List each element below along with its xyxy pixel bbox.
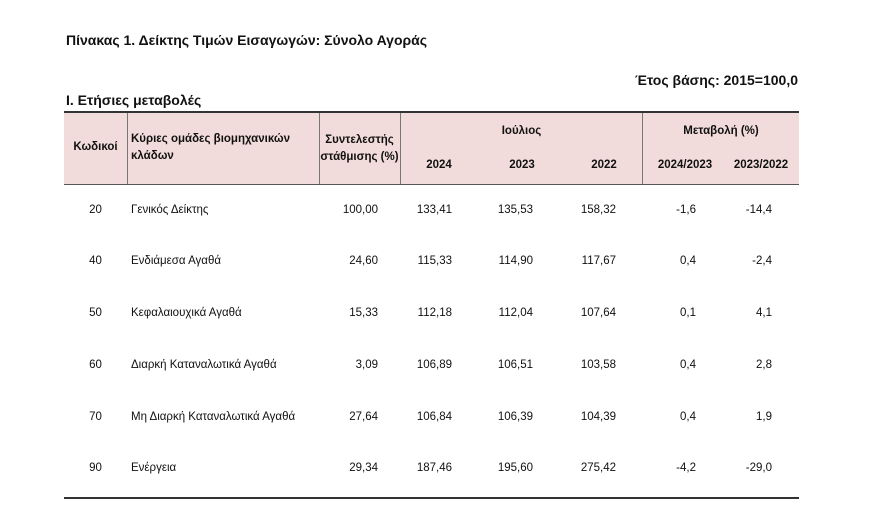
header-july: Ιούλιος [501,125,542,137]
row-code: 60 [89,359,102,371]
row-change-1: -4,2 [676,462,696,474]
row-value-2022: 104,39 [580,411,616,423]
row-value-2024: 106,89 [416,359,452,371]
row-value-2024: 187,46 [416,462,452,474]
header-group-line2: κλάδων [131,150,174,162]
row-weight: 29,34 [349,462,378,474]
row-value-2023: 106,51 [497,359,533,371]
header-change-2023-2022: 2023/2022 [733,159,789,171]
header-group-line1: Κύριες ομάδες βιομηχανικών [131,133,290,145]
header-change-2024-2023: 2024/2023 [657,159,713,171]
table-header: Κωδικοί Κύριες ομάδες βιομηχανικών κλάδω… [64,113,799,185]
row-value-2022: 117,67 [581,255,616,267]
row-change-1: -1,6 [676,204,696,216]
row-value-2023: 135,53 [497,204,533,216]
row-change-2: 4,1 [756,307,772,319]
row-value-2022: 107,64 [580,307,616,319]
row-code: 70 [89,411,102,423]
row-value-2023: 112,04 [498,307,533,319]
row-change-1: 0,1 [680,307,696,319]
row-change-1: 0,4 [680,411,696,423]
row-change-2: -14,4 [745,204,772,216]
row-code: 90 [89,462,102,474]
row-change-2: 2,8 [756,359,772,371]
row-code: 50 [89,307,102,319]
header-year-2022: 2022 [591,159,617,171]
base-year-note: Έτος βάσης: 2015=100,0 [635,72,798,88]
header-weight-line2: στάθμισης (%) [320,151,399,163]
header-code: Κωδικοί [73,141,118,153]
row-name: Μη Διαρκή Καταναλωτικά Αγαθά [131,411,296,423]
header-change: Μεταβολή (%) [683,125,759,137]
header-divider [319,113,320,184]
section-heading: Ι. Ετήσιες μεταβολές [66,92,202,108]
row-name: Διαρκή Καταναλωτικά Αγαθά [131,359,277,371]
header-divider [127,113,128,184]
document-title: Πίνακας 1. Δείκτης Τιμών Εισαγωγών: Σύνο… [66,32,428,48]
row-change-2: -2,4 [752,255,772,267]
row-value-2022: 103,58 [580,359,616,371]
row-value-2024: 115,33 [417,255,452,267]
row-code: 20 [89,204,102,216]
row-weight: 24,60 [349,255,378,267]
header-year-2023: 2023 [509,159,535,171]
row-value-2022: 158,32 [580,204,616,216]
row-weight: 100,00 [342,204,378,216]
row-value-2022: 275,42 [580,462,616,474]
row-change-2: -29,0 [745,462,772,474]
row-name: Γενικός Δείκτης [131,204,209,216]
header-divider [400,113,401,184]
row-value-2023: 195,60 [497,462,533,474]
row-value-2024: 133,41 [416,204,452,216]
row-value-2023: 106,39 [497,411,533,423]
row-weight: 27,64 [349,411,378,423]
row-name: Ενέργεια [131,462,177,474]
header-year-2024: 2024 [426,159,452,171]
row-change-2: 1,9 [756,411,772,423]
row-value-2024: 112,18 [417,307,452,319]
row-value-2024: 106,84 [416,411,452,423]
row-weight: 15,33 [349,307,378,319]
row-change-1: 0,4 [680,255,696,267]
row-change-1: 0,4 [680,359,696,371]
row-name: Κεφαλαιουχικά Αγαθά [131,307,242,319]
header-weight-line1: Συντελεστής [325,134,394,146]
row-name: Ενδιάμεσα Αγαθά [131,255,221,267]
price-index-table: Κωδικοί Κύριες ομάδες βιομηχανικών κλάδω… [64,111,799,499]
header-divider [642,113,643,184]
row-value-2023: 114,90 [498,255,533,267]
row-weight: 3,09 [355,359,378,371]
row-code: 40 [89,255,102,267]
